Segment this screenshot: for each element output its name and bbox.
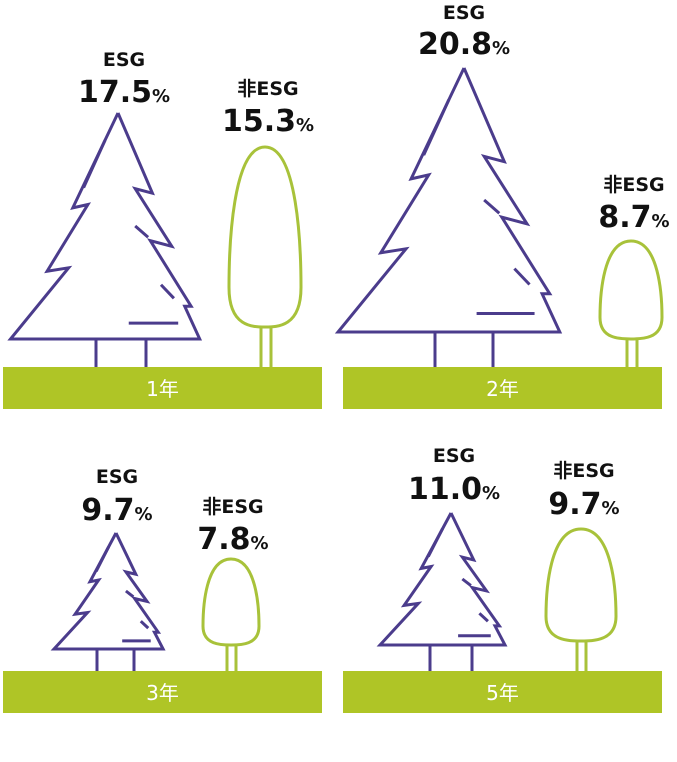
non-esg-series-label: 非ESG (603, 174, 664, 196)
esg-tree (50, 532, 166, 671)
non-esg-tree-crown (227, 145, 303, 329)
non-esg-tree (598, 239, 664, 367)
ground-bar (3, 367, 322, 409)
esg-tree (376, 512, 508, 671)
esg-series-label: ESG (96, 466, 138, 488)
percent-unit: % (152, 86, 170, 107)
esg-tree-outline (7, 112, 203, 341)
non-esg-tree (227, 145, 303, 367)
period-label: 5年 (486, 681, 519, 705)
esg-tree-outline (50, 532, 166, 651)
percent-unit: % (492, 38, 510, 59)
non-esg-tree (544, 527, 618, 671)
esg-tree-outline (376, 512, 508, 647)
percent-unit: % (251, 533, 269, 554)
esg-series-label: ESG (433, 445, 475, 467)
non-esg-value-label: 9.7% (548, 487, 619, 522)
esg-tree-highlight (139, 620, 150, 630)
period-label: 3年 (146, 681, 179, 705)
period-label: 1年 (146, 377, 179, 401)
esg-value-label: 20.8% (418, 27, 510, 62)
esg-value-label: 11.0% (408, 472, 500, 507)
non-esg-tree-crown (201, 557, 261, 647)
period-panel: 2年 ESG 20.8% 非ESG 8.7% (334, 2, 670, 409)
esg-tree-highlight (513, 267, 531, 286)
esg-tree-highlight (478, 612, 489, 623)
non-esg-value-label: 15.3% (222, 104, 314, 139)
non-esg-tree-crown (598, 239, 664, 341)
non-esg-series-label: 非ESG (202, 496, 263, 518)
esg-tree-highlight (82, 139, 107, 189)
esg-tree-highlight (124, 589, 135, 598)
esg-tree-highlight (422, 99, 451, 156)
esg-tree-highlight (134, 224, 150, 239)
non-esg-value-label: 7.8% (197, 522, 268, 557)
esg-series-label: ESG (443, 2, 485, 24)
esg-value-label: 9.7% (81, 493, 152, 528)
period-panel: 5年 ESG 11.0% 非ESG 9.7% (343, 445, 662, 713)
period-label: 2年 (486, 377, 519, 401)
esg-tree-highlight (94, 546, 110, 572)
period-panel: 1年 ESG 17.5% 非ESG 15.3% (3, 49, 322, 409)
percent-unit: % (652, 211, 670, 232)
esg-tree (334, 67, 563, 367)
period-panel: 3年 ESG 9.7% 非ESG 7.8% (3, 466, 322, 713)
percent-unit: % (135, 504, 153, 525)
percent-unit: % (602, 498, 620, 519)
ground-bar (343, 367, 662, 409)
esg-tree-highlight (483, 198, 501, 215)
non-esg-value-label: 8.7% (598, 200, 669, 235)
non-esg-tree (201, 557, 261, 671)
esg-tree-highlight (426, 528, 444, 558)
percent-unit: % (296, 115, 314, 136)
esg-tree-highlight (159, 283, 175, 300)
esg-tree-outline (334, 67, 563, 334)
ground-bar (3, 671, 322, 713)
non-esg-tree-crown (544, 527, 618, 643)
non-esg-series-label: 非ESG (553, 460, 614, 482)
esg-series-label: ESG (103, 49, 145, 71)
esg-value-label: 17.5% (78, 75, 170, 110)
esg-tree (7, 112, 203, 367)
esg-tree-highlight (461, 577, 472, 587)
percent-unit: % (482, 483, 500, 504)
non-esg-series-label: 非ESG (237, 78, 298, 100)
ground-bar (343, 671, 662, 713)
